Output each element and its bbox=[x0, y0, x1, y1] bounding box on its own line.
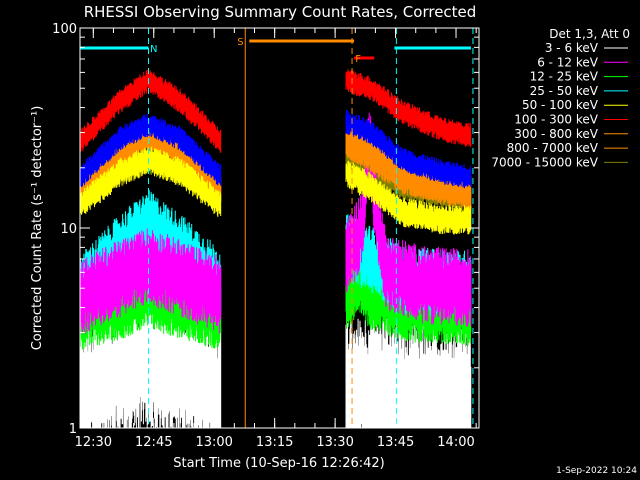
series-blue-band-segment-1 bbox=[79, 113, 222, 189]
legend-label: 50 - 100 keV bbox=[522, 98, 599, 112]
legend-title: Det 1,3, Att 0 bbox=[549, 27, 630, 41]
y-axis-label: Corrected Count Rate (s⁻¹ detector⁻¹) bbox=[30, 106, 45, 351]
x-tick-label: 14:00 bbox=[437, 435, 474, 450]
x-tick-label: 12:30 bbox=[75, 435, 112, 450]
series-3-6-kev-segment-2 bbox=[345, 312, 472, 429]
overlay-lines: N S F bbox=[80, 28, 474, 428]
series-100-300-kev-segment-1 bbox=[79, 69, 222, 153]
series-blue-band-segment-2 bbox=[345, 109, 472, 189]
y-tick-label: 100 bbox=[52, 22, 77, 37]
series-50-100-kev-segment-1 bbox=[79, 146, 222, 217]
series-3-6-kev-segment-1 bbox=[79, 285, 222, 429]
legend-label: 6 - 12 keV bbox=[537, 55, 599, 69]
annotation-f: F bbox=[355, 54, 361, 65]
series-group bbox=[79, 69, 472, 429]
y-tick-label: 10 bbox=[60, 222, 77, 237]
axes: 12:30 12:45 13:00 13:15 13:30 13:45 14:00 1 10 10… bbox=[52, 22, 479, 450]
x-tick-label: 13:00 bbox=[195, 435, 232, 450]
series-100-300-kev-segment-2 bbox=[345, 69, 472, 148]
y-tick-label: 1 bbox=[69, 422, 77, 437]
legend-label: 800 - 7000 keV bbox=[507, 141, 599, 155]
legend-label: 7000 - 15000 keV bbox=[491, 155, 598, 169]
x-axis-label: Start Time (10-Sep-16 12:26:42) bbox=[173, 456, 384, 471]
annotation-n: N bbox=[150, 44, 157, 55]
chart-title: RHESSI Observing Summary Count Rates, Co… bbox=[84, 3, 477, 21]
x-tick-label: 12:45 bbox=[135, 435, 172, 450]
footer-timestamp: 1-Sep-2022 10:24 bbox=[556, 466, 637, 476]
legend-label: 300 - 800 keV bbox=[514, 127, 598, 141]
annotation-s: S bbox=[237, 37, 243, 48]
x-tick-label: 13:30 bbox=[316, 435, 353, 450]
x-tick-label: 13:15 bbox=[256, 435, 293, 450]
legend-label: 3 - 6 keV bbox=[545, 41, 599, 55]
series-6-12-kev-segment-1 bbox=[79, 228, 222, 335]
series-50-100-kev-segment-2 bbox=[345, 160, 472, 235]
x-tick-label: 13:45 bbox=[377, 435, 414, 450]
legend-label: 12 - 25 keV bbox=[530, 70, 599, 84]
legend-label: 100 - 300 keV bbox=[514, 113, 598, 127]
legend-label: 25 - 50 keV bbox=[530, 84, 599, 98]
